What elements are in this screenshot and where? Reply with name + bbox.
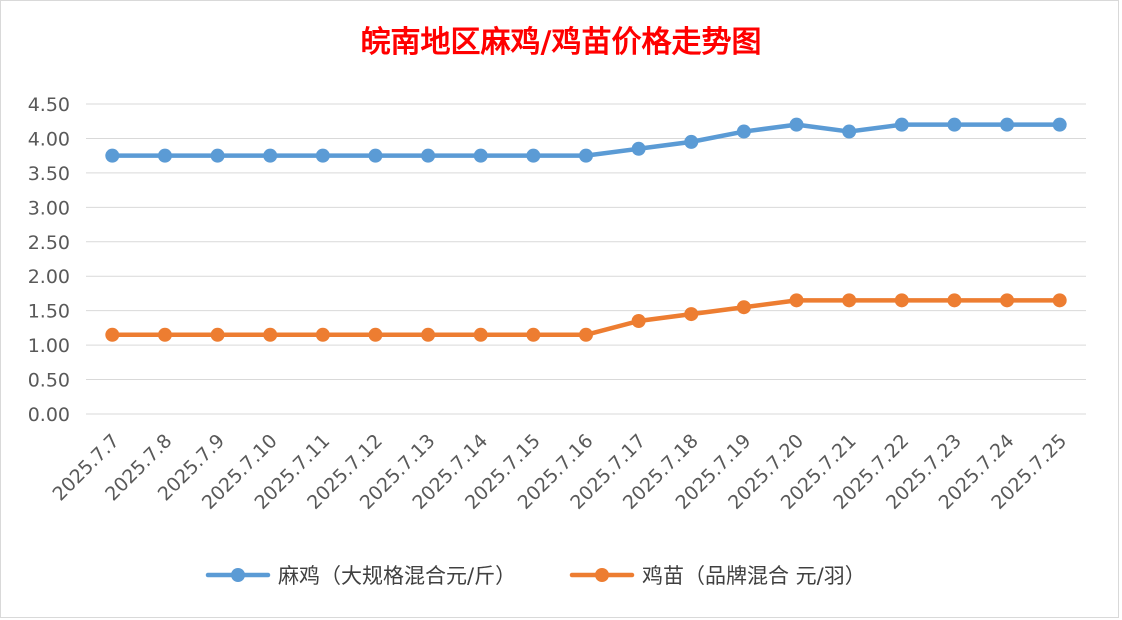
- data-point: [316, 328, 330, 342]
- data-point: [158, 328, 172, 342]
- data-point: [1000, 293, 1014, 307]
- y-tick-label: 2.50: [28, 232, 70, 254]
- data-point: [105, 149, 119, 163]
- y-tick-label: 0.00: [28, 404, 70, 426]
- chart-title: 皖南地区麻鸡/鸡苗价格走势图: [361, 25, 762, 60]
- data-point: [579, 328, 593, 342]
- data-point: [421, 328, 435, 342]
- data-point: [895, 118, 909, 132]
- data-point: [211, 149, 225, 163]
- data-point: [737, 300, 751, 314]
- chart-container: 皖南地区麻鸡/鸡苗价格走势图 0.00 0.50 1.00 1.50 2.00 2.50 3…: [0, 0, 1122, 620]
- line-chart: 皖南地区麻鸡/鸡苗价格走势图 0.00 0.50 1.00 1.50 2.00 2.50 3…: [0, 0, 1122, 620]
- data-point: [579, 149, 593, 163]
- data-point: [684, 307, 698, 321]
- data-point: [947, 293, 961, 307]
- data-point: [421, 149, 435, 163]
- data-point: [842, 293, 856, 307]
- data-point: [790, 118, 804, 132]
- data-point: [263, 149, 277, 163]
- y-tick-label: 0.50: [28, 370, 70, 392]
- data-point: [263, 328, 277, 342]
- y-tick-label: 1.50: [28, 301, 70, 323]
- y-tick-label: 1.00: [28, 335, 70, 357]
- data-point: [211, 328, 225, 342]
- data-point: [105, 328, 119, 342]
- y-tick-label: 4.00: [28, 128, 70, 150]
- data-point: [947, 118, 961, 132]
- data-point: [895, 293, 909, 307]
- data-point: [368, 149, 382, 163]
- data-point: [790, 293, 804, 307]
- data-point: [474, 149, 488, 163]
- legend-marker: [231, 568, 245, 582]
- data-point: [316, 149, 330, 163]
- data-point: [1053, 118, 1067, 132]
- data-point: [158, 149, 172, 163]
- legend-label: 鸡苗（品牌混合 元/羽）: [642, 564, 866, 588]
- data-point: [737, 125, 751, 139]
- legend-marker: [595, 568, 609, 582]
- data-point: [1053, 293, 1067, 307]
- data-point: [368, 328, 382, 342]
- data-point: [474, 328, 488, 342]
- data-point: [632, 142, 646, 156]
- y-tick-label: 4.50: [28, 94, 70, 116]
- data-point: [684, 135, 698, 149]
- chart-border: [1, 1, 1119, 618]
- data-point: [526, 149, 540, 163]
- legend-label: 麻鸡（大规格混合元/斤）: [278, 564, 516, 588]
- data-point: [526, 328, 540, 342]
- y-tick-label: 3.50: [28, 163, 70, 185]
- y-tick-label: 2.00: [28, 266, 70, 288]
- data-point: [632, 314, 646, 328]
- data-point: [842, 125, 856, 139]
- y-tick-label: 3.00: [28, 197, 70, 219]
- data-point: [1000, 118, 1014, 132]
